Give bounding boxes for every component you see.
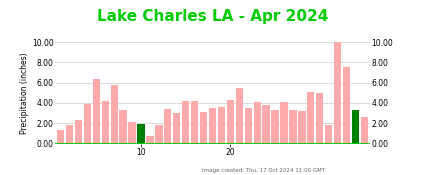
Bar bbox=[218, 107, 225, 144]
Bar bbox=[102, 101, 109, 144]
Bar bbox=[75, 120, 82, 144]
Bar bbox=[325, 125, 332, 144]
Bar bbox=[298, 111, 306, 144]
Bar bbox=[263, 105, 270, 144]
Bar bbox=[361, 117, 368, 144]
Bar bbox=[289, 110, 297, 144]
Text: Lake Charles LA - Apr 2024: Lake Charles LA - Apr 2024 bbox=[97, 9, 328, 24]
Bar bbox=[57, 130, 64, 144]
Bar bbox=[84, 104, 91, 144]
Bar bbox=[253, 102, 261, 144]
Bar bbox=[66, 125, 73, 144]
Bar bbox=[182, 101, 190, 144]
Bar bbox=[164, 110, 172, 144]
Bar bbox=[235, 88, 243, 144]
Bar bbox=[352, 110, 359, 144]
Bar bbox=[155, 125, 162, 144]
Bar bbox=[93, 79, 100, 144]
Bar bbox=[227, 100, 234, 144]
Bar bbox=[209, 108, 216, 144]
Y-axis label: Precipitation (inches): Precipitation (inches) bbox=[20, 52, 29, 134]
Bar bbox=[272, 110, 279, 144]
Bar bbox=[191, 101, 198, 144]
Bar bbox=[343, 67, 350, 144]
Bar bbox=[307, 92, 314, 144]
Bar bbox=[316, 93, 323, 144]
Bar bbox=[128, 122, 136, 144]
Bar bbox=[119, 110, 127, 144]
Bar bbox=[110, 85, 118, 144]
Bar bbox=[173, 113, 181, 144]
Bar bbox=[280, 102, 288, 144]
Text: Image created: Thu, 17 Oct 2024 11:00 GMT: Image created: Thu, 17 Oct 2024 11:00 GM… bbox=[202, 168, 325, 173]
Bar bbox=[244, 108, 252, 144]
Bar bbox=[200, 112, 207, 144]
Bar bbox=[334, 42, 341, 144]
Bar bbox=[146, 136, 153, 144]
Bar bbox=[137, 124, 144, 144]
